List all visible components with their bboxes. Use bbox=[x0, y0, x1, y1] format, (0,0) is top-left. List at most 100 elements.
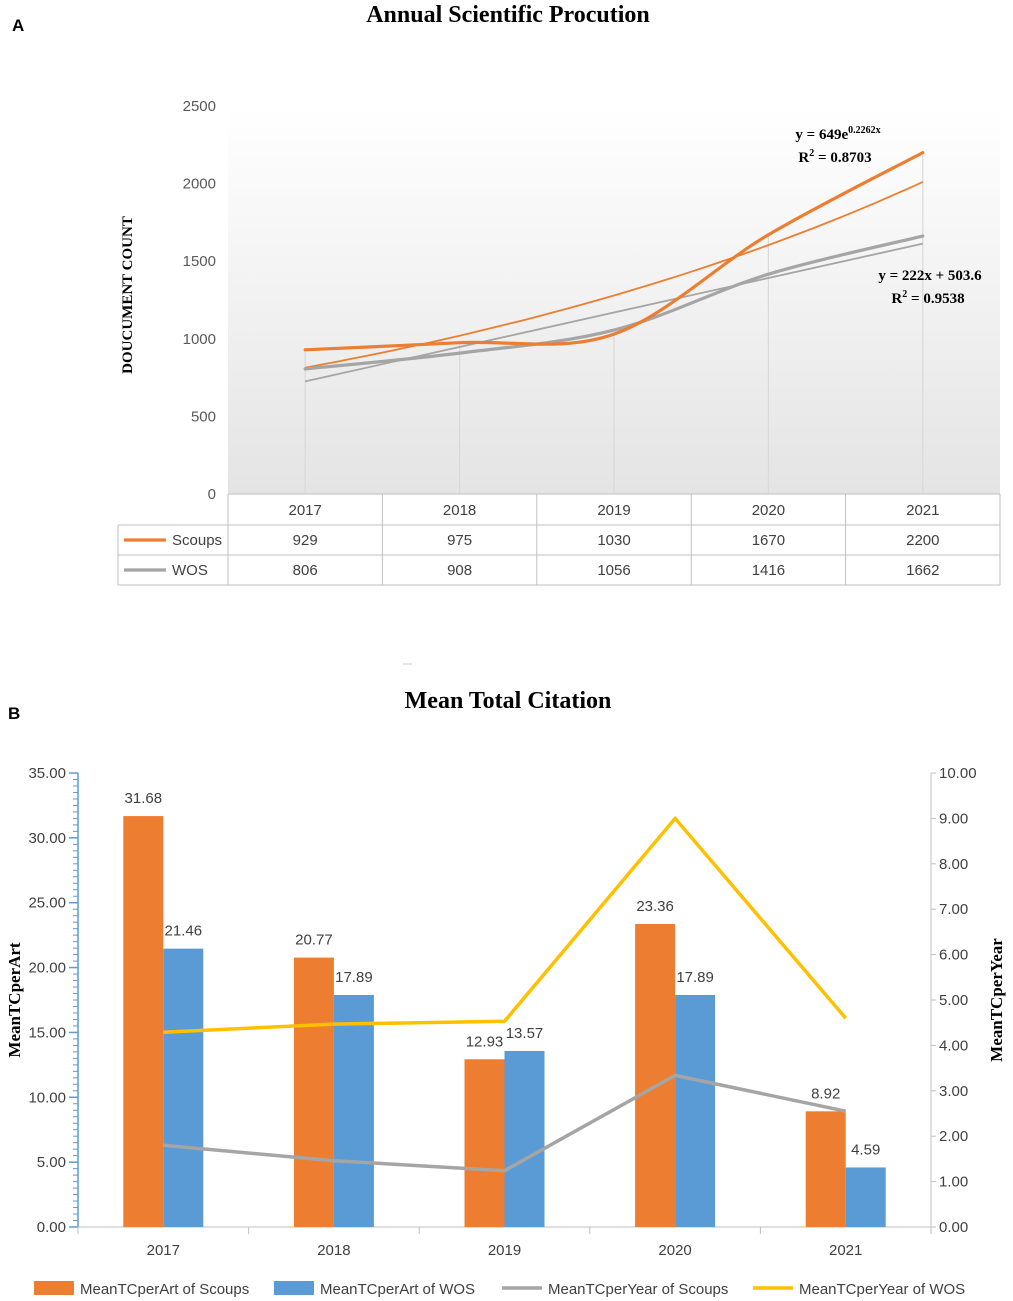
panel-b-left-axis-label: MeanTCperArt bbox=[5, 942, 24, 1058]
table-header-cell: 2020 bbox=[752, 502, 785, 519]
table-value-cell: 908 bbox=[447, 562, 472, 579]
bar-wos bbox=[675, 994, 716, 1227]
legend-label: MeanTCperArt of Scoups bbox=[80, 1281, 249, 1298]
table-header-cell: 2017 bbox=[289, 502, 322, 519]
bar-value-label: 31.68 bbox=[125, 790, 163, 807]
right-axis-tick-label: 8.00 bbox=[939, 856, 968, 873]
bar-value-label: 20.77 bbox=[295, 932, 333, 949]
table-header-cell: 2019 bbox=[597, 502, 630, 519]
legend-swatch bbox=[34, 1281, 74, 1295]
scoups-series-line bbox=[303, 151, 925, 352]
legend-label: MeanTCperYear of WOS bbox=[799, 1281, 965, 1298]
bar-wos bbox=[845, 1167, 886, 1227]
x-tick-label: 2017 bbox=[147, 1242, 180, 1259]
panel-b-legend: MeanTCperArt of Scoups MeanTCperArt of WO… bbox=[34, 1281, 965, 1298]
panel-a-y-tick-label: 2500 bbox=[183, 98, 216, 115]
wos-r2-value: = 0.9538 bbox=[907, 291, 964, 307]
bar-value-label: 4.59 bbox=[851, 1141, 880, 1158]
bar-wos bbox=[333, 994, 374, 1227]
panel-a-y-tick-label: 500 bbox=[191, 408, 216, 425]
panel-b-title: Mean Total Citation bbox=[405, 688, 612, 714]
table-value-cell: 1030 bbox=[597, 532, 630, 549]
wos-trend-r2: R2 = 0.9538 bbox=[891, 289, 964, 307]
panel-b-label: B bbox=[8, 704, 20, 723]
scoups-trend-r2: R2 = 0.8703 bbox=[798, 148, 871, 166]
bar-value-label: 21.46 bbox=[165, 923, 203, 940]
table-value-cell: 806 bbox=[293, 562, 318, 579]
table-value-cell: 1662 bbox=[906, 562, 939, 579]
panel-b-right-axis-label: MeanTCperYear bbox=[987, 938, 1006, 1062]
wos-r2-sup: 2 bbox=[902, 289, 907, 300]
panel-a-series-lines bbox=[303, 151, 925, 371]
scoups-exponential-trendline bbox=[305, 181, 924, 369]
table-header-cell: 2021 bbox=[906, 502, 939, 519]
bar-value-label: 12.93 bbox=[466, 1033, 504, 1050]
right-axis-tick-label: 1.00 bbox=[939, 1174, 968, 1191]
scoups-trend-equation: y = 649e0.2262x bbox=[795, 125, 880, 143]
left-axis-tick-label: 0.00 bbox=[37, 1219, 66, 1236]
left-axis-tick-label: 10.00 bbox=[28, 1089, 66, 1106]
bar-scoups bbox=[635, 923, 676, 1227]
panel-b-bars bbox=[123, 816, 886, 1227]
bar-scoups bbox=[805, 1111, 846, 1227]
bar-value-label: 13.57 bbox=[506, 1025, 544, 1042]
table-series-name: WOS bbox=[172, 562, 208, 579]
bar-value-label: 17.89 bbox=[676, 969, 714, 986]
table-value-cell: 2200 bbox=[906, 532, 939, 549]
right-axis-tick-label: 7.00 bbox=[939, 901, 968, 918]
table-header-cell: 2018 bbox=[443, 502, 476, 519]
bar-scoups bbox=[293, 957, 334, 1227]
table-value-cell: 1416 bbox=[752, 562, 785, 579]
x-tick-label: 2020 bbox=[658, 1242, 691, 1259]
scoups-r2-value: = 0.8703 bbox=[814, 150, 871, 166]
left-axis-tick-label: 25.00 bbox=[28, 895, 66, 912]
panel-a-y-tick-label: 1000 bbox=[183, 331, 216, 348]
panel-a-y-axis-label: DOUCUMENT COUNT bbox=[120, 216, 136, 374]
panel-a-data-table: 2017 2018 2019 2020 2021 Scoups 929 975 1030 1670… bbox=[117, 493, 1001, 586]
right-axis-tick-label: 10.00 bbox=[939, 765, 977, 782]
scoups-equation-base: y = 649e bbox=[795, 127, 848, 143]
x-tick-label: 2018 bbox=[317, 1242, 350, 1259]
line-meantcperyear-wos bbox=[163, 815, 848, 1034]
right-axis-tick-label: 6.00 bbox=[939, 947, 968, 964]
panel-b-lines bbox=[163, 815, 848, 1173]
legend-label: MeanTCperYear of Scoups bbox=[548, 1281, 728, 1298]
panel-a: A Annual Scientific Procution DOUCUMENT … bbox=[12, 2, 1001, 586]
right-axis-tick-label: 0.00 bbox=[939, 1219, 968, 1236]
panel-a-y-tick-label: 2000 bbox=[183, 176, 216, 193]
bar-wos bbox=[504, 1050, 545, 1227]
scoups-equation-exponent: 0.2262x bbox=[848, 125, 881, 136]
table-value-cell: 1670 bbox=[752, 532, 785, 549]
bar-value-label: 17.89 bbox=[335, 969, 373, 986]
left-axis-tick-label: 35.00 bbox=[28, 765, 66, 782]
panel-b: B Mean Total Citation MeanTCperArt MeanT… bbox=[5, 688, 1006, 1298]
panel-a-y-ticks: 0 500 1000 1500 2000 2500 bbox=[183, 98, 216, 503]
right-axis-tick-label: 2.00 bbox=[939, 1128, 968, 1145]
line-meantcperyear-scoups bbox=[163, 1073, 847, 1173]
wos-series-line bbox=[303, 234, 925, 371]
panel-a-label: A bbox=[12, 16, 24, 35]
table-series-name: Scoups bbox=[172, 532, 222, 549]
legend-label: MeanTCperArt of WOS bbox=[320, 1281, 475, 1298]
panel-a-title: Annual Scientific Procution bbox=[366, 2, 650, 28]
bar-value-label: 23.36 bbox=[636, 898, 674, 915]
scoups-r2-sup: 2 bbox=[809, 148, 814, 159]
bar-scoups bbox=[464, 1059, 505, 1227]
panel-b-axes: 0.00 5.00 10.00 15.00 20.00 25.00 30.00 35.00 0.… bbox=[28, 765, 976, 1236]
wos-r2-prefix: R bbox=[891, 291, 902, 307]
bar-value-label: 8.92 bbox=[811, 1085, 840, 1102]
panel-b-x-ticks: 2017 2018 2019 2020 2021 bbox=[147, 1242, 863, 1259]
panel-a-y-tick-label: 1500 bbox=[183, 253, 216, 270]
left-axis-tick-label: 5.00 bbox=[37, 1154, 66, 1171]
right-axis-tick-label: 4.00 bbox=[939, 1037, 968, 1054]
table-value-cell: 929 bbox=[293, 532, 318, 549]
x-tick-label: 2021 bbox=[829, 1242, 862, 1259]
table-value-cell: 1056 bbox=[597, 562, 630, 579]
panel-a-y-tick-label: 0 bbox=[208, 486, 216, 503]
right-axis-tick-label: 3.00 bbox=[939, 1083, 968, 1100]
legend-swatch bbox=[274, 1281, 314, 1295]
panel-b-bar-labels: 31.68 20.77 12.93 23.36 8.92 21.46 17.89 13.57 1… bbox=[125, 790, 881, 1158]
x-tick-label: 2019 bbox=[488, 1242, 521, 1259]
wos-trend-equation: y = 222x + 503.6 bbox=[878, 268, 982, 284]
